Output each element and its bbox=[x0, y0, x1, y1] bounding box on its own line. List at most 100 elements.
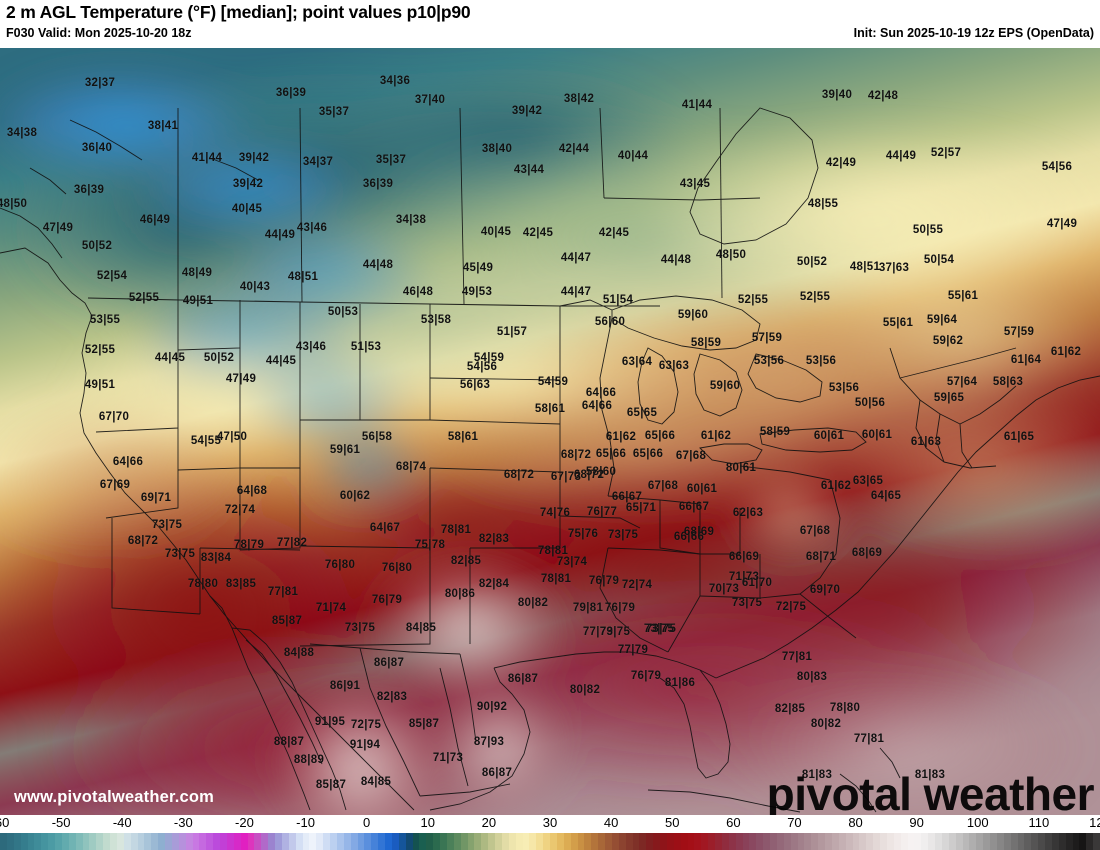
colorbar-segment bbox=[1065, 833, 1073, 850]
colorbar-segment bbox=[818, 833, 825, 850]
colorbar-tick: 90 bbox=[909, 815, 924, 830]
colorbar-segment bbox=[907, 833, 915, 850]
colorbar-segment bbox=[591, 833, 599, 850]
colorbar-segment bbox=[433, 833, 440, 850]
colorbar-segment bbox=[20, 833, 28, 850]
colorbar-segment bbox=[240, 833, 248, 850]
colorbar-segment bbox=[797, 833, 805, 850]
colorbar-segment bbox=[804, 833, 812, 850]
colorbar-segment bbox=[618, 833, 626, 850]
colorbar-segment bbox=[495, 833, 502, 850]
colorbar-tick: 100 bbox=[966, 815, 989, 830]
colorbar-segment bbox=[364, 833, 372, 850]
colorbar-segment bbox=[302, 833, 310, 850]
colorbar-segment bbox=[226, 833, 234, 850]
colorbar-segment bbox=[440, 833, 447, 850]
colorbar-segment bbox=[1038, 833, 1045, 850]
colorbar-segment bbox=[398, 833, 406, 850]
colorbar-segment bbox=[721, 833, 729, 850]
colorbar-segment bbox=[295, 833, 303, 850]
colorbar-segment bbox=[962, 833, 970, 850]
colorbar-gradient[interactable] bbox=[0, 833, 1100, 850]
colorbar-segment bbox=[343, 833, 351, 850]
colorbar-tick: 70 bbox=[787, 815, 802, 830]
colorbar-segment bbox=[749, 833, 757, 850]
colorbar-segment bbox=[508, 833, 516, 850]
colorbar-segment bbox=[653, 833, 660, 850]
colorbar-segment bbox=[27, 833, 35, 850]
colorbar-segment bbox=[976, 833, 984, 850]
colorbar-segment bbox=[1045, 833, 1052, 850]
colorbar-segment bbox=[996, 833, 1004, 850]
colorbar-segment bbox=[1024, 833, 1032, 850]
colorbar-segment bbox=[220, 833, 227, 850]
colorbar-segment bbox=[1079, 833, 1087, 850]
colorbar-segment bbox=[708, 833, 715, 850]
colorbar-segment bbox=[1010, 833, 1018, 850]
temperature-map[interactable]: 32|37 36|39 34|38 38|41 36|40 41|44 39|42 36|39… bbox=[0, 48, 1100, 815]
colorbar-segment bbox=[955, 833, 963, 850]
watermark-brand: pivotal weather bbox=[766, 768, 1095, 815]
colorbar-tick: 30 bbox=[542, 815, 558, 830]
colorbar-segment bbox=[680, 833, 688, 850]
colorbar-segment bbox=[543, 833, 550, 850]
colorbar-segment bbox=[419, 833, 427, 850]
colorbar-tick: 120 bbox=[1089, 815, 1100, 830]
colorbar-segment bbox=[460, 833, 468, 850]
colorbar-segment bbox=[776, 833, 784, 850]
colorbar-segment bbox=[763, 833, 770, 850]
colorbar-segment bbox=[158, 833, 165, 850]
colorbar-segment bbox=[536, 833, 544, 850]
colorbar-segment bbox=[928, 833, 935, 850]
page-title: 2 m AGL Temperature (°F) [median]; point… bbox=[6, 2, 471, 22]
colorbar-segment bbox=[550, 833, 557, 850]
colorbar-segment bbox=[611, 833, 619, 850]
colorbar-segment bbox=[1003, 833, 1011, 850]
colorbar-segment bbox=[233, 833, 241, 850]
colorbar[interactable]: -60 -50 -40 -30 -20 -10 0 10 20 30 40 50 60 70 80 90 100… bbox=[0, 815, 1100, 850]
colorbar-tick: -30 bbox=[173, 815, 193, 830]
colorbar-segment bbox=[75, 833, 83, 850]
temperature-anomaly-blobs bbox=[0, 68, 1100, 815]
temperature-field-svg bbox=[0, 48, 1100, 815]
colorbar-segment bbox=[192, 833, 200, 850]
colorbar-tick: -50 bbox=[51, 815, 71, 830]
colorbar-segment bbox=[275, 833, 282, 850]
colorbar-segment bbox=[948, 833, 956, 850]
colorbar-segment bbox=[1058, 833, 1066, 850]
colorbar-segment bbox=[522, 833, 530, 850]
colorbar-segment bbox=[990, 833, 997, 850]
colorbar-segment bbox=[446, 833, 454, 850]
colorbar-segment bbox=[605, 833, 612, 850]
colorbar-segment bbox=[852, 833, 860, 850]
colorbar-segment bbox=[666, 833, 674, 850]
colorbar-tick: -10 bbox=[296, 815, 315, 830]
colorbar-segment bbox=[213, 833, 220, 850]
colorbar-segment bbox=[1017, 833, 1025, 850]
colorbar-segment bbox=[838, 833, 846, 850]
colorbar-segment bbox=[481, 833, 489, 850]
colorbar-segment bbox=[694, 833, 702, 850]
colorbar-segment bbox=[646, 833, 654, 850]
colorbar-segment bbox=[323, 833, 330, 850]
colorbar-segment bbox=[866, 833, 874, 850]
colorbar-segment bbox=[873, 833, 880, 850]
colorbar-tick: 60 bbox=[726, 815, 741, 830]
valid-time-label: F030 Valid: Mon 2025-10-20 18z bbox=[6, 26, 192, 40]
colorbar-segment bbox=[309, 833, 317, 850]
colorbar-segment bbox=[412, 833, 420, 850]
colorbar-segment bbox=[61, 833, 69, 850]
colorbar-segment bbox=[330, 833, 337, 850]
colorbar-tick: -60 bbox=[0, 815, 10, 830]
colorbar-segment bbox=[316, 833, 324, 850]
colorbar-segment bbox=[811, 833, 819, 850]
colorbar-segment bbox=[570, 833, 578, 850]
colorbar-segment bbox=[350, 833, 358, 850]
colorbar-segment bbox=[742, 833, 750, 850]
colorbar-segment bbox=[385, 833, 392, 850]
colorbar-segment bbox=[529, 833, 537, 850]
colorbar-segment bbox=[825, 833, 832, 850]
colorbar-tick: 0 bbox=[363, 815, 371, 830]
colorbar-tick: -20 bbox=[235, 815, 254, 830]
